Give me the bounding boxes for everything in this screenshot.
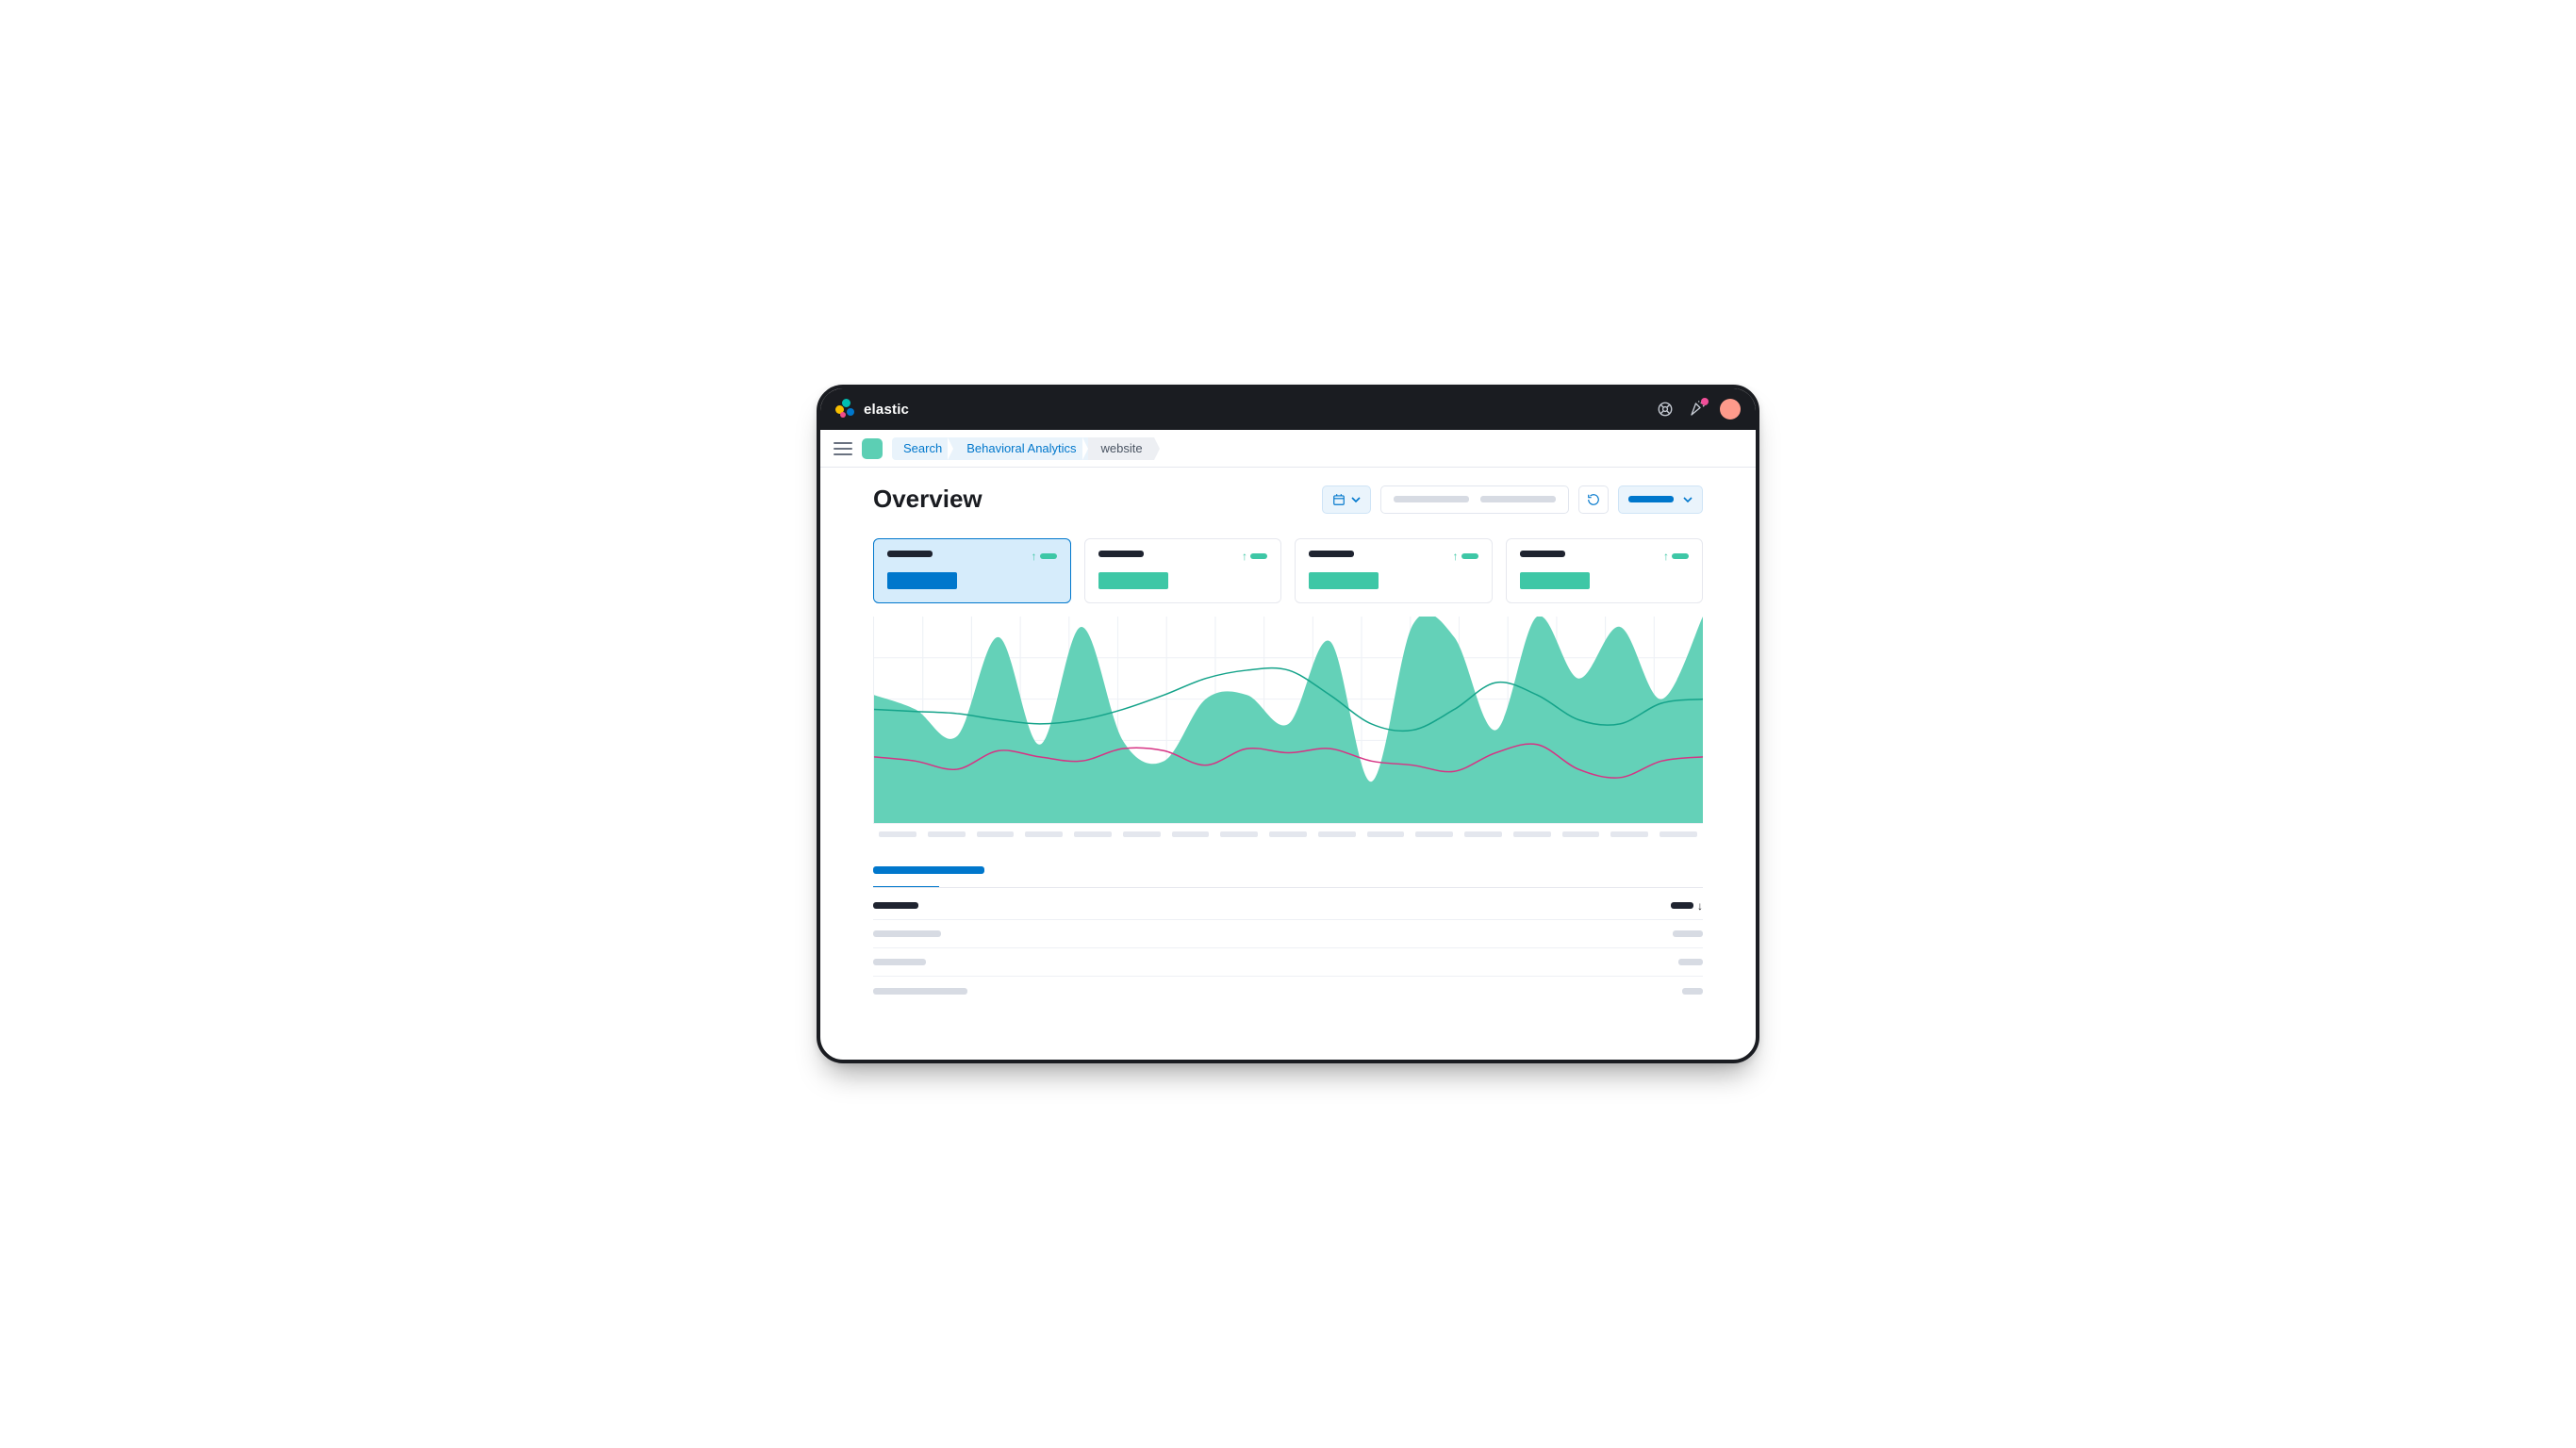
- help-icon[interactable]: [1656, 400, 1675, 419]
- card-value: [887, 572, 957, 589]
- refresh-button[interactable]: [1578, 485, 1609, 514]
- chevron-down-icon: [1683, 495, 1693, 504]
- card-value: [1520, 572, 1590, 589]
- placeholder-bar: [1628, 496, 1674, 502]
- cell-left: [873, 930, 941, 937]
- brand-logo[interactable]: elastic: [835, 399, 909, 420]
- arrow-up-icon: ↑: [1453, 551, 1459, 562]
- arrow-up-icon: ↑: [1032, 551, 1037, 562]
- col-header-left[interactable]: [873, 902, 918, 909]
- chart-xticks: [873, 831, 1703, 837]
- date-picker-button[interactable]: [1322, 485, 1371, 514]
- placeholder-bar: [1480, 496, 1556, 502]
- metric-card[interactable]: ↑: [1084, 538, 1282, 603]
- breadcrumbs: Search Behavioral Analytics website: [892, 437, 1154, 460]
- arrow-up-icon: ↑: [1663, 551, 1669, 562]
- chart-panel: [873, 617, 1703, 837]
- placeholder-bar: [1040, 553, 1057, 559]
- date-range-display[interactable]: [1380, 485, 1569, 514]
- primary-action-button[interactable]: [1618, 485, 1703, 514]
- breadcrumb-bar: Search Behavioral Analytics website: [820, 430, 1756, 468]
- card-label: [1520, 551, 1565, 557]
- cell-left: [873, 959, 926, 965]
- placeholder-bar: [1250, 553, 1267, 559]
- cell-right: [1673, 930, 1703, 937]
- brand-name: elastic: [864, 402, 909, 418]
- app-window: elastic Search: [817, 385, 1759, 1063]
- table-row[interactable]: [873, 948, 1703, 977]
- metric-cards: ↑ ↑ ↑ ↑: [873, 538, 1703, 603]
- table-row[interactable]: [873, 920, 1703, 948]
- calendar-icon: [1332, 493, 1346, 506]
- breadcrumb-search[interactable]: Search: [892, 437, 953, 460]
- metric-card[interactable]: ↑: [873, 538, 1071, 603]
- metric-card[interactable]: ↑: [1506, 538, 1704, 603]
- home-chip[interactable]: [862, 438, 883, 459]
- refresh-icon: [1587, 493, 1600, 506]
- notification-dot-icon: [1701, 398, 1709, 405]
- card-label: [1098, 551, 1144, 557]
- user-avatar[interactable]: [1720, 399, 1741, 420]
- cell-left: [873, 988, 967, 995]
- placeholder-bar: [1461, 553, 1478, 559]
- cell-right: [1682, 988, 1703, 995]
- arrow-up-icon: ↑: [1242, 551, 1247, 562]
- metric-card[interactable]: ↑: [1295, 538, 1493, 603]
- card-label: [887, 551, 933, 557]
- table-row[interactable]: [873, 977, 1703, 1005]
- table-header-row: ↓: [873, 892, 1703, 920]
- card-value: [1309, 572, 1379, 589]
- card-trend: ↑: [1663, 551, 1689, 562]
- placeholder-bar: [1672, 553, 1689, 559]
- table-section: ↓: [873, 862, 1703, 1005]
- cell-right: [1678, 959, 1703, 965]
- card-value: [1098, 572, 1168, 589]
- chevron-down-icon: [1351, 495, 1361, 504]
- placeholder-bar: [1394, 496, 1469, 502]
- sort-desc-icon[interactable]: ↓: [1697, 899, 1703, 913]
- card-label: [1309, 551, 1354, 557]
- page-title: Overview: [873, 485, 983, 514]
- menu-toggle-icon[interactable]: [834, 442, 852, 455]
- page-controls: [1322, 485, 1703, 514]
- announcements-icon[interactable]: [1688, 400, 1707, 419]
- section-tab[interactable]: [873, 866, 984, 874]
- elastic-logo-icon: [835, 399, 856, 420]
- card-trend: ↑: [1453, 551, 1478, 562]
- card-trend: ↑: [1242, 551, 1267, 562]
- breadcrumb-analytics[interactable]: Behavioral Analytics: [953, 437, 1087, 460]
- col-header-right[interactable]: [1671, 902, 1693, 909]
- topbar: elastic: [820, 388, 1756, 430]
- breadcrumb-current: website: [1088, 437, 1154, 460]
- card-trend: ↑: [1032, 551, 1057, 562]
- overview-chart[interactable]: [873, 617, 1703, 824]
- page-body: Overview: [820, 468, 1756, 1024]
